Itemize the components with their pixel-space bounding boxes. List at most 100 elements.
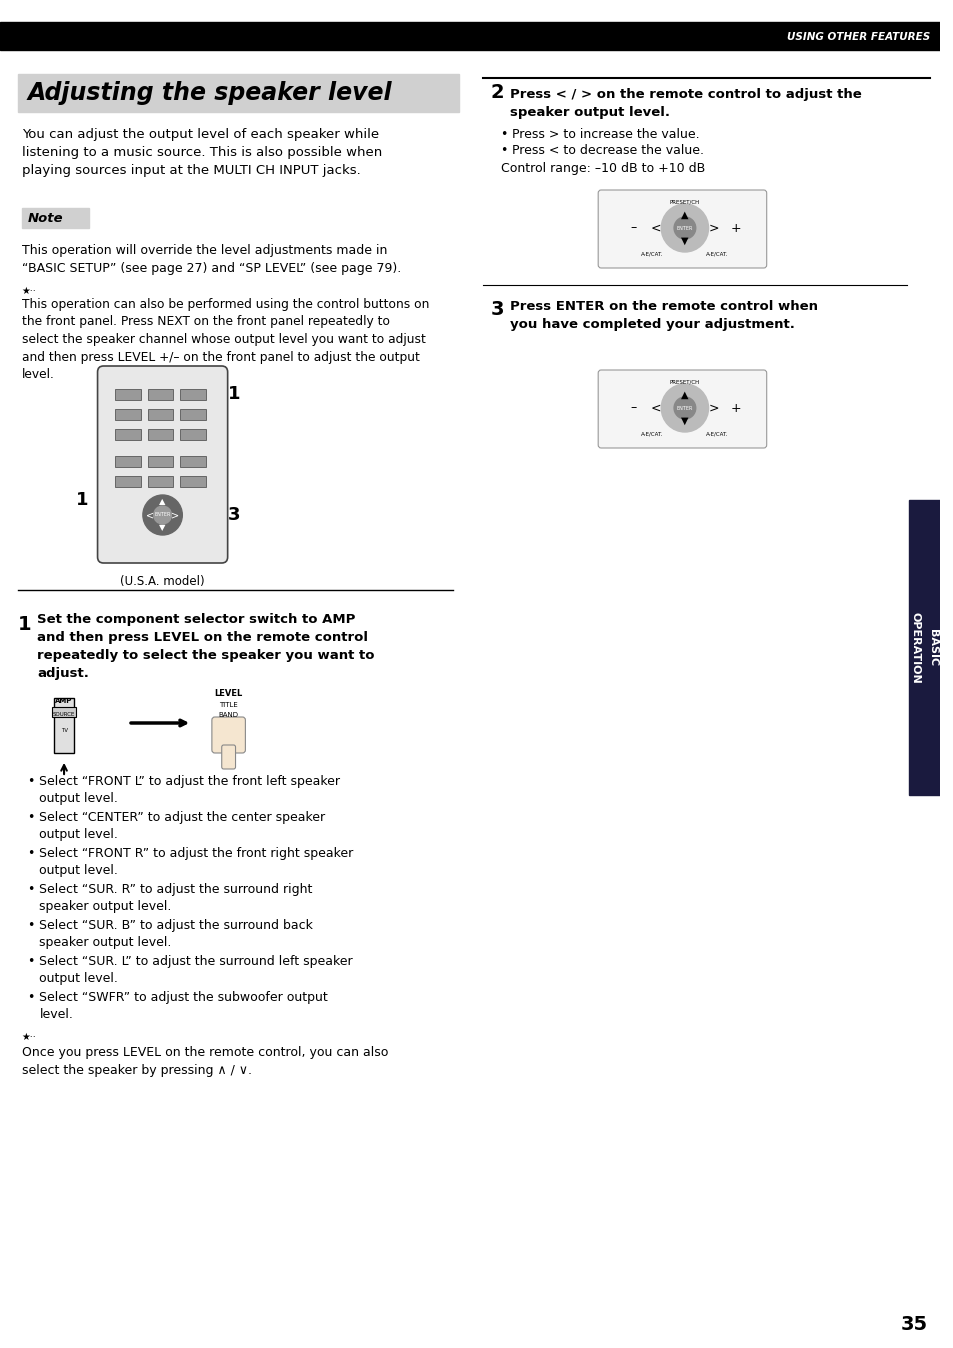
Bar bbox=[22, 208, 89, 228]
FancyBboxPatch shape bbox=[598, 190, 766, 268]
Text: –: – bbox=[630, 402, 636, 414]
Bar bbox=[148, 456, 173, 466]
Text: LEVEL: LEVEL bbox=[214, 689, 242, 697]
Text: BASIC
OPERATION: BASIC OPERATION bbox=[909, 612, 938, 683]
Text: >: > bbox=[172, 510, 179, 520]
Bar bbox=[115, 429, 141, 439]
Circle shape bbox=[660, 204, 708, 252]
Text: •: • bbox=[500, 144, 507, 156]
Text: ▼: ▼ bbox=[680, 236, 688, 245]
Bar bbox=[115, 408, 141, 421]
Circle shape bbox=[143, 495, 182, 535]
Text: This operation can also be performed using the control buttons on
the front pane: This operation can also be performed usi… bbox=[22, 298, 429, 381]
Text: •: • bbox=[28, 775, 35, 789]
Text: 1: 1 bbox=[228, 386, 240, 403]
Text: Adjusting the speaker level: Adjusting the speaker level bbox=[28, 81, 392, 105]
Text: ★··: ★·· bbox=[22, 286, 36, 297]
Text: –: – bbox=[630, 221, 636, 235]
Bar bbox=[0, 22, 939, 50]
Text: Once you press LEVEL on the remote control, you can also
select the speaker by p: Once you press LEVEL on the remote contr… bbox=[22, 1046, 388, 1077]
Text: A-E/CAT.: A-E/CAT. bbox=[705, 252, 728, 256]
Text: Select “FRONT L” to adjust the front left speaker
output level.: Select “FRONT L” to adjust the front lef… bbox=[39, 775, 340, 805]
Text: ENTER: ENTER bbox=[676, 225, 693, 231]
Circle shape bbox=[674, 398, 695, 419]
Text: TV: TV bbox=[60, 728, 68, 733]
Bar bbox=[180, 390, 206, 400]
Text: <: < bbox=[146, 510, 153, 520]
Text: Select “SUR. L” to adjust the surround left speaker
output level.: Select “SUR. L” to adjust the surround l… bbox=[39, 954, 353, 985]
Text: •: • bbox=[500, 128, 507, 142]
Bar bbox=[54, 698, 73, 754]
Text: ENTER: ENTER bbox=[154, 512, 171, 518]
Text: •: • bbox=[28, 811, 35, 824]
Text: ENTER: ENTER bbox=[676, 406, 693, 411]
Text: Note: Note bbox=[28, 212, 63, 225]
Text: This operation will override the level adjustments made in
“BASIC SETUP” (see pa: This operation will override the level a… bbox=[22, 244, 400, 275]
Bar bbox=[148, 390, 173, 400]
Text: ★··: ★·· bbox=[22, 1033, 36, 1042]
Text: (U.S.A. model): (U.S.A. model) bbox=[120, 576, 205, 588]
Bar bbox=[907, 500, 939, 795]
Text: Set the component selector switch to AMP
and then press LEVEL on the remote cont: Set the component selector switch to AMP… bbox=[37, 613, 375, 679]
Text: 3: 3 bbox=[228, 506, 240, 524]
Text: PRESET/CH: PRESET/CH bbox=[669, 200, 700, 205]
Text: Select “CENTER” to adjust the center speaker
output level.: Select “CENTER” to adjust the center spe… bbox=[39, 811, 325, 841]
Bar bbox=[180, 456, 206, 466]
Text: ▲: ▲ bbox=[680, 390, 688, 400]
FancyBboxPatch shape bbox=[97, 367, 228, 563]
Bar bbox=[115, 456, 141, 466]
Text: 2: 2 bbox=[490, 82, 504, 101]
Bar bbox=[148, 476, 173, 487]
FancyBboxPatch shape bbox=[221, 745, 235, 768]
Text: ▼: ▼ bbox=[680, 417, 688, 426]
Text: TITLE: TITLE bbox=[219, 702, 237, 708]
Text: AMP: AMP bbox=[55, 698, 72, 704]
Bar bbox=[18, 74, 458, 112]
Text: •: • bbox=[28, 991, 35, 1004]
Text: Press < / > on the remote control to adjust the
speaker output level.: Press < / > on the remote control to adj… bbox=[510, 88, 862, 119]
Text: SOURCE: SOURCE bbox=[52, 713, 75, 717]
Text: Select “SUR. B” to adjust the surround back
speaker output level.: Select “SUR. B” to adjust the surround b… bbox=[39, 919, 313, 949]
Bar bbox=[180, 429, 206, 439]
Text: ▲: ▲ bbox=[159, 497, 166, 507]
Bar bbox=[180, 476, 206, 487]
Text: 35: 35 bbox=[900, 1316, 927, 1335]
Bar bbox=[115, 476, 141, 487]
Text: <: < bbox=[650, 221, 660, 235]
Text: 3: 3 bbox=[490, 301, 504, 319]
Bar bbox=[52, 706, 76, 717]
Circle shape bbox=[674, 217, 695, 239]
Text: 1: 1 bbox=[76, 491, 89, 510]
Text: >: > bbox=[707, 402, 718, 414]
Circle shape bbox=[660, 384, 708, 431]
Text: Select “SUR. R” to adjust the surround right
speaker output level.: Select “SUR. R” to adjust the surround r… bbox=[39, 883, 313, 913]
Text: BAND: BAND bbox=[218, 712, 238, 718]
Text: ▼: ▼ bbox=[159, 523, 166, 532]
Text: •: • bbox=[28, 919, 35, 931]
Text: Press < to decrease the value.: Press < to decrease the value. bbox=[512, 144, 703, 156]
Text: You can adjust the output level of each speaker while
listening to a music sourc: You can adjust the output level of each … bbox=[22, 128, 381, 177]
Text: A-E/CAT.: A-E/CAT. bbox=[705, 431, 728, 437]
Text: USING OTHER FEATURES: USING OTHER FEATURES bbox=[786, 32, 929, 42]
Text: 1: 1 bbox=[18, 615, 31, 634]
Text: •: • bbox=[28, 954, 35, 968]
Text: Select “SWFR” to adjust the subwoofer output
level.: Select “SWFR” to adjust the subwoofer ou… bbox=[39, 991, 328, 1020]
Text: <: < bbox=[650, 402, 660, 414]
Text: 2: 2 bbox=[213, 532, 226, 551]
Bar bbox=[148, 429, 173, 439]
Bar bbox=[148, 408, 173, 421]
Text: •: • bbox=[28, 883, 35, 896]
Text: Control range: –10 dB to +10 dB: Control range: –10 dB to +10 dB bbox=[500, 162, 704, 175]
Circle shape bbox=[153, 506, 172, 524]
Text: Press > to increase the value.: Press > to increase the value. bbox=[512, 128, 700, 142]
Text: •: • bbox=[28, 847, 35, 860]
Bar bbox=[115, 390, 141, 400]
Text: +: + bbox=[730, 402, 740, 414]
Text: ▲: ▲ bbox=[680, 210, 688, 220]
Text: >: > bbox=[707, 221, 718, 235]
Bar bbox=[180, 408, 206, 421]
FancyBboxPatch shape bbox=[212, 717, 245, 754]
Text: Select “FRONT R” to adjust the front right speaker
output level.: Select “FRONT R” to adjust the front rig… bbox=[39, 847, 354, 878]
Text: +: + bbox=[730, 221, 740, 235]
Text: PRESET/CH: PRESET/CH bbox=[669, 380, 700, 384]
